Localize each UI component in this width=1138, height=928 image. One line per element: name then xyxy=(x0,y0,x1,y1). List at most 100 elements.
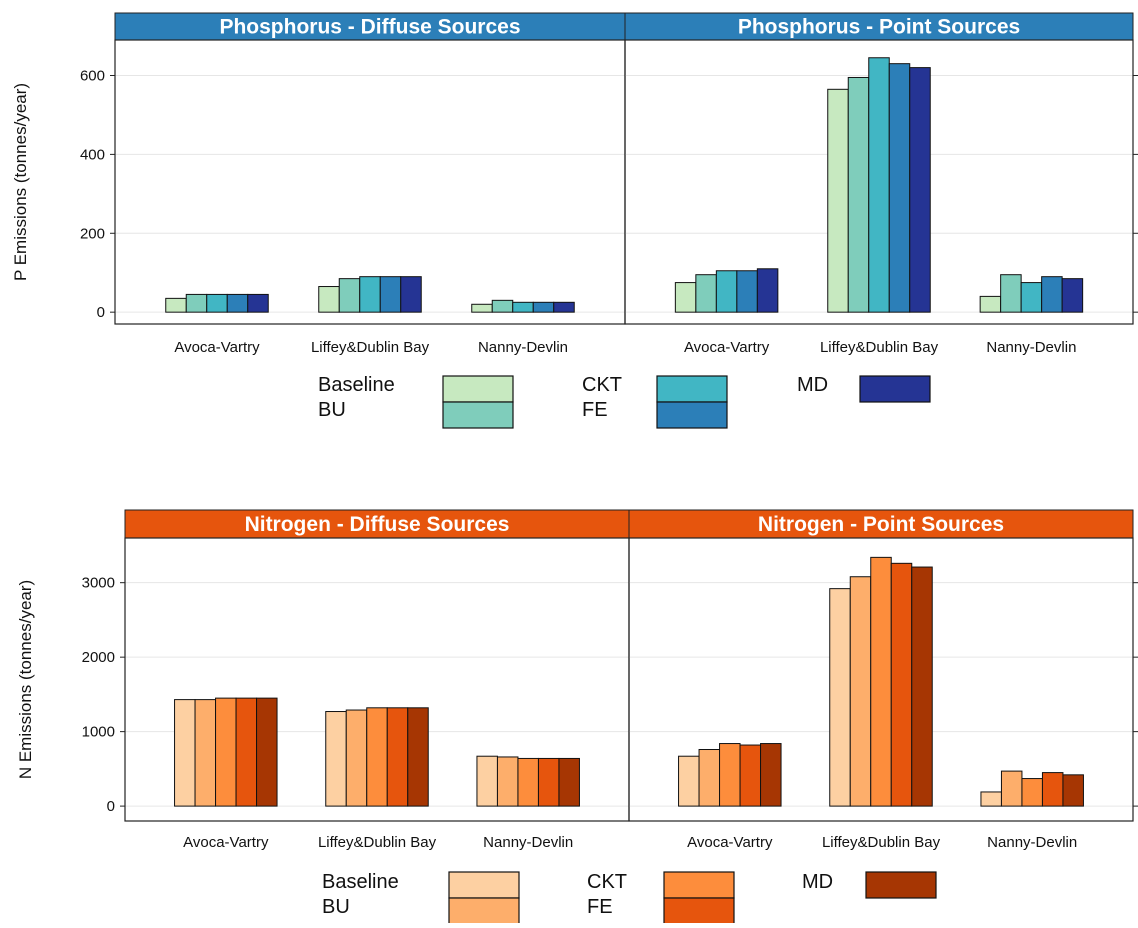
bar-md xyxy=(756,268,779,313)
legend-swatch-bu xyxy=(448,897,520,925)
legend-label-bu: BU xyxy=(322,896,350,918)
bar-bu xyxy=(847,76,870,313)
bar-md xyxy=(911,566,933,807)
bar-md xyxy=(256,697,278,807)
bar-fe xyxy=(1041,276,1063,313)
panel-frame xyxy=(624,39,1134,325)
category-label: Liffey&Dublin Bay xyxy=(822,834,941,851)
bar-md xyxy=(1061,278,1084,313)
category-label: Avoca-Vartry xyxy=(687,834,773,851)
category-label: Liffey&Dublin Bay xyxy=(318,834,437,851)
bar-baseline xyxy=(829,588,851,807)
bar-baseline xyxy=(471,303,493,313)
bar-ckt xyxy=(715,270,738,313)
bar-ckt xyxy=(868,57,890,313)
bar-ckt xyxy=(206,293,228,313)
bar-fe xyxy=(739,744,762,807)
bar-bu xyxy=(345,709,368,807)
bar-bu xyxy=(185,293,208,313)
bar-ckt xyxy=(517,757,539,807)
bar-bu xyxy=(496,756,519,807)
y-tick-label: 3000 xyxy=(82,575,115,592)
bar-ckt xyxy=(512,301,534,313)
bar-md xyxy=(247,293,269,313)
y-tick-label: 1000 xyxy=(82,724,115,741)
legend-swatch-baseline xyxy=(448,871,520,899)
bar-bu xyxy=(338,278,361,313)
legend-swatch-ckt xyxy=(663,871,735,899)
legend-label-fe: FE xyxy=(582,399,608,421)
bar-baseline xyxy=(674,282,697,313)
bar-baseline xyxy=(476,755,498,807)
category-label: Nanny-Devlin xyxy=(478,339,568,356)
y-tick-label: 400 xyxy=(80,146,105,163)
legend-label-bu: BU xyxy=(318,399,346,421)
bar-ckt xyxy=(870,556,892,807)
bar-md xyxy=(760,743,782,807)
bar-baseline xyxy=(827,88,849,313)
y-tick-label: 200 xyxy=(80,225,105,242)
legend-label-md: MD xyxy=(802,871,833,893)
panel-strip-title: Phosphorus - Point Sources xyxy=(738,16,1020,39)
bar-fe xyxy=(736,270,758,313)
bar-md xyxy=(558,757,580,807)
category-label: Nanny-Devlin xyxy=(987,834,1077,851)
bar-baseline xyxy=(318,286,340,313)
legend-label-baseline: Baseline xyxy=(322,871,399,893)
category-label: Nanny-Devlin xyxy=(986,339,1076,356)
bar-fe xyxy=(890,562,913,807)
legend-swatch-md xyxy=(865,871,937,899)
bar-md xyxy=(553,301,575,313)
y-tick-label: 2000 xyxy=(82,649,115,666)
bar-md xyxy=(1062,774,1084,807)
bar-ckt xyxy=(359,276,381,313)
bar-fe xyxy=(537,757,560,807)
legend-swatch-bu xyxy=(442,401,514,429)
legend-label-md: MD xyxy=(797,374,828,396)
bar-ckt xyxy=(719,743,741,807)
bar-bu xyxy=(491,299,514,313)
panel-strip xyxy=(124,509,630,539)
bar-fe xyxy=(532,301,555,313)
legend-swatch-baseline xyxy=(442,375,514,403)
legend-swatch-md xyxy=(859,375,931,403)
panel-frame xyxy=(628,537,1134,822)
category-label: Liffey&Dublin Bay xyxy=(311,339,430,356)
panel-strip-title: Phosphorus - Diffuse Sources xyxy=(219,16,520,39)
bar-bu xyxy=(1000,770,1023,807)
category-label: Nanny-Devlin xyxy=(483,834,573,851)
legend-label-ckt: CKT xyxy=(582,374,622,396)
bar-md xyxy=(909,67,931,313)
bar-bu xyxy=(849,576,872,807)
bar-md xyxy=(400,276,422,313)
legend-swatch-fe xyxy=(663,897,735,925)
bar-ckt xyxy=(215,697,237,807)
bar-fe xyxy=(386,707,409,807)
bar-ckt xyxy=(1021,778,1043,807)
category-label: Avoca-Vartry xyxy=(183,834,269,851)
bar-bu xyxy=(194,699,217,807)
legend-label-ckt: CKT xyxy=(587,871,627,893)
bar-baseline xyxy=(325,711,347,807)
y-tick-label: 600 xyxy=(80,68,105,85)
bar-baseline xyxy=(980,791,1002,807)
category-label: Avoca-Vartry xyxy=(174,339,260,356)
category-label: Avoca-Vartry xyxy=(684,339,770,356)
y-axis-title: N Emissions (tonnes/year) xyxy=(16,580,35,779)
bar-ckt xyxy=(1020,282,1043,313)
panel-strip-title: Nitrogen - Diffuse Sources xyxy=(245,513,510,536)
bar-baseline xyxy=(165,297,187,313)
category-label: Liffey&Dublin Bay xyxy=(820,339,939,356)
bar-md xyxy=(407,707,429,807)
bar-fe xyxy=(1041,772,1064,807)
panel-strip xyxy=(628,509,1134,539)
bar-bu xyxy=(695,274,717,313)
bar-ckt xyxy=(366,707,388,807)
legend-swatch-ckt xyxy=(656,375,728,403)
legend-label-baseline: Baseline xyxy=(318,374,395,396)
bar-fe xyxy=(379,276,402,313)
legend-swatch-fe xyxy=(656,401,728,429)
bar-bu xyxy=(698,749,721,807)
